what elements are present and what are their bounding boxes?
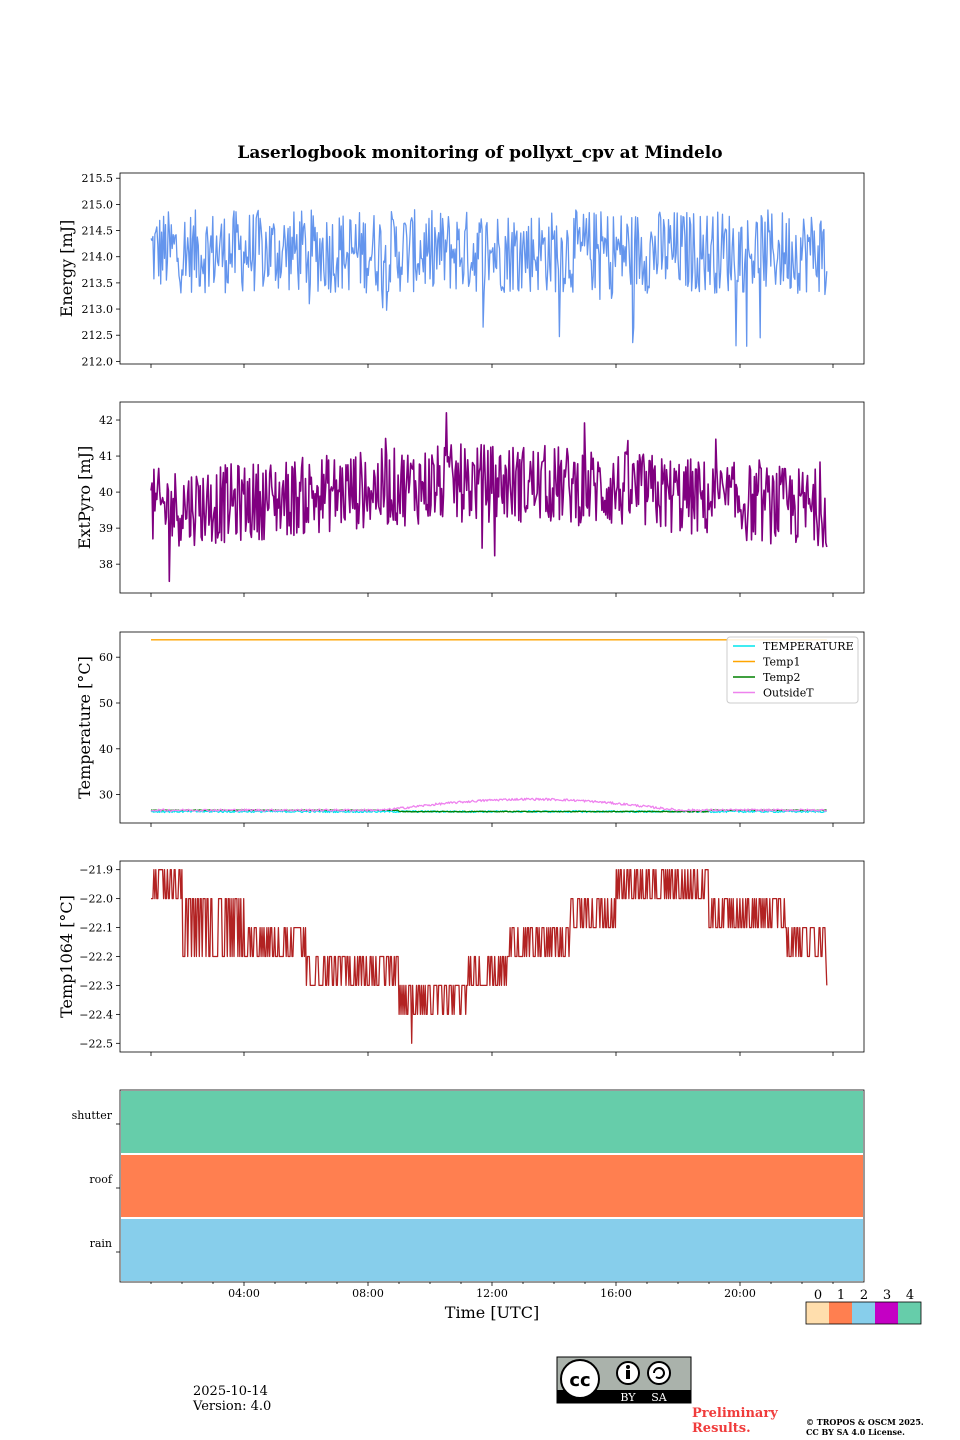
y-tick-label: 213.0 [82,303,114,316]
panel-3: 30 40 50 60 Temperature [°C] TEMPERATURE Temp1… [75,631,865,827]
colorbar-frame [805,1301,922,1325]
legend-box [726,636,859,704]
y-tick-label: 215.0 [82,198,114,211]
legend-entry: OutsideT [763,687,814,700]
x-tick-label: 04:00 [228,1287,260,1300]
version-label: Version: 4.0 [193,1399,272,1414]
y-axis-label: Temperature [°C] [75,656,94,799]
y-tick-label: 60 [99,651,113,664]
colorbar-label-2: 2 [860,1288,868,1303]
series-line-extpyro [150,411,828,583]
y-tick-label: −22.4 [79,1008,113,1021]
row-label-roof: roof [89,1173,113,1186]
colorbar-swatch-3 [875,1302,898,1324]
x-axis-label: Time [UTC] [445,1303,539,1322]
colorbar-label-0: 0 [814,1288,822,1303]
svg-text:cc: cc [569,1370,590,1391]
row-label-rain: rain [90,1237,112,1250]
status-row-rain [119,1217,865,1283]
colorbar-swatch-1 [829,1302,852,1324]
y-tick-label: 40 [99,743,113,756]
preliminary-line1: Preliminary [692,1406,778,1421]
copyright-line1: © TROPOS & OSCM 2025. [806,1417,924,1427]
y-tick-label: 50 [99,697,113,710]
x-tick-label: 12:00 [476,1287,508,1300]
preliminary-line2: Results. [692,1421,751,1436]
y-axis-label: Energy [mJ] [57,220,76,318]
legend-entry: Temp2 [763,671,800,684]
colorbar-label-4: 4 [906,1288,914,1303]
y-tick-label: 40 [99,486,113,499]
y-tick-label: −22.1 [79,922,113,935]
y-tick-label: 39 [99,522,113,535]
status-row-roof [119,1153,865,1219]
colorbar-label-1: 1 [837,1288,845,1303]
copyright-line2: CC BY SA 4.0 License. [806,1427,905,1437]
y-tick-label: −22.2 [79,951,113,964]
y-tick-label: −22.0 [79,893,113,906]
panel-1: 212.0 212.5 213.0 213.5 214.0 214.5 215.0 215.5… [57,172,865,368]
colorbar-label-3: 3 [883,1288,891,1303]
series-line-temp1064 [151,869,828,1044]
y-tick-label: 214.5 [82,225,114,238]
y-tick-label: 38 [99,558,113,571]
legend: TEMPERATURE Temp1 Temp2 OutsideT [726,636,859,704]
y-tick-label: 212.5 [82,329,114,342]
footer-info: 2025-10-14 Version: 4.0 [193,1384,271,1414]
y-tick-label: 213.5 [82,277,114,290]
colorbar-swatch-0 [806,1302,829,1324]
y-tick-label: 41 [99,450,113,463]
x-tick-label: 16:00 [600,1287,632,1300]
y-tick-label: −21.9 [79,864,113,877]
panel-2: 38 39 40 41 42 ExtPyro [mJ] [75,401,865,597]
cc-icon [560,1359,600,1399]
panel-5: shutter roof rain 04:00 08:00 12:00 16:00 20:00 [72,1089,865,1300]
status-row-shutter [119,1089,865,1155]
y-tick-label: 215.5 [82,172,114,185]
colorbar-swatch-4 [898,1302,921,1324]
row-label-shutter: shutter [72,1109,113,1122]
y-tick-label: −22.5 [79,1037,113,1050]
badge-sa-label: SA [651,1391,668,1404]
badge-by-label: BY [620,1391,636,1404]
series-line-outsidet [150,797,827,812]
panel-4: −21.9 −22.0 −22.1 −22.2 −22.3 −22.4 −22.5 Temp1… [57,860,865,1056]
preliminary-notice: Preliminary Results. [692,1406,778,1436]
series-line-energy [150,209,828,347]
y-axis-label: ExtPyro [mJ] [75,446,94,549]
x-tick-label: 20:00 [724,1287,756,1300]
y-tick-label: 30 [99,789,113,802]
y-tick-label: 212.0 [82,355,114,368]
cc-by-sa-badge: cc BY SA [556,1356,692,1404]
chart-title: Laserlogbook monitoring of pollyxt_cpv a… [237,143,722,163]
y-axis-label: Temp1064 [°C] [57,895,76,1018]
legend-entry: TEMPERATURE [763,640,854,653]
share-alike-icon [647,1361,671,1385]
y-tick-label: −22.3 [79,979,113,992]
report-date: 2025-10-14 [193,1384,268,1399]
legend-entry: Temp1 [763,656,800,669]
y-tick-label: 214.0 [82,251,114,264]
x-tick-label: 08:00 [352,1287,384,1300]
colorbar-swatch-2 [852,1302,875,1324]
copyright-notice: © TROPOS & OSCM 2025. CC BY SA 4.0 Licen… [806,1417,924,1437]
y-tick-label: 42 [99,414,113,427]
